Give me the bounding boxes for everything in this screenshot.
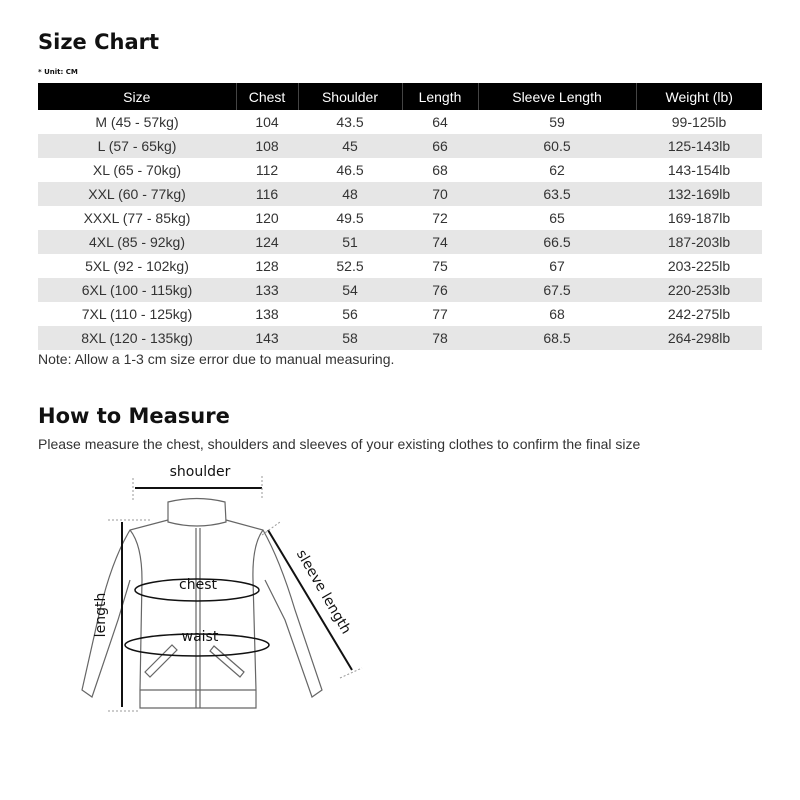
- table-cell: 143: [236, 326, 298, 350]
- table-cell: XL (65 - 70kg): [92, 162, 182, 178]
- table-cell: M (45 - 57kg): [95, 114, 179, 130]
- table-cell: 51: [298, 230, 402, 254]
- table-cell: 74: [402, 230, 478, 254]
- table-cell: 45: [298, 134, 402, 158]
- table-cell: 67: [549, 258, 565, 274]
- table-cell: 68.5: [478, 326, 636, 350]
- table-cell: 52.5: [336, 258, 364, 274]
- table-cell: 187-203lb: [636, 230, 762, 254]
- table-cell: 7XL (110 - 125kg): [81, 306, 193, 322]
- table-row: 4XL (85 - 92kg) 124 51 74 66.5 187-203lb: [38, 230, 762, 254]
- measure-note: Note: Allow a 1-3 cm size error due to m…: [38, 351, 395, 367]
- table-cell: 104: [255, 114, 279, 130]
- table-cell: 75: [432, 258, 448, 274]
- table-cell: 56: [342, 306, 358, 322]
- how-to-measure-title: How to Measure: [38, 404, 230, 428]
- table-cell: 63.5: [478, 182, 636, 206]
- table-cell: 99-125lb: [671, 114, 727, 130]
- unit-note: * Unit: CM: [38, 68, 78, 76]
- table-cell: 108: [236, 134, 298, 158]
- table-cell: 242-275lb: [667, 306, 731, 322]
- table-cell: XXL (60 - 77kg): [38, 182, 236, 206]
- table-row: 7XL (110 - 125kg) 138 56 77 68 242-275lb: [38, 302, 762, 326]
- table-row: 5XL (92 - 102kg) 128 52.5 75 67 203-225lb: [38, 254, 762, 278]
- chest-ellipse: [134, 578, 260, 602]
- table-cell: 65: [549, 210, 565, 226]
- table-header: Size Chest Shoulder Length Sleeve Length Weig…: [38, 83, 762, 110]
- table-cell: 76: [402, 278, 478, 302]
- table-cell: 49.5: [336, 210, 364, 226]
- table-cell: 66: [402, 134, 478, 158]
- table-row: L (57 - 65kg) 108 45 66 60.5 125-143lb: [38, 134, 762, 158]
- table-cell: 60.5: [478, 134, 636, 158]
- length-label: length: [93, 593, 109, 638]
- table-row: XXXL (77 - 85kg) 120 49.5 72 65 169-187lb: [38, 206, 762, 230]
- size-chart-title: Size Chart: [38, 30, 160, 54]
- table-cell: 67.5: [478, 278, 636, 302]
- table-cell: 128: [255, 258, 279, 274]
- table-cell: 112: [255, 162, 279, 178]
- chest-label: chest: [179, 577, 217, 593]
- table-cell: 68: [549, 306, 565, 322]
- table-cell: 70: [402, 182, 478, 206]
- table-row: M (45 - 57kg) 104 43.5 64 59 99-125lb: [38, 110, 762, 134]
- column-header: Shoulder: [297, 83, 402, 110]
- guide-ticks: [108, 476, 363, 712]
- table-cell: 68: [432, 162, 448, 178]
- jacket-outline: [81, 497, 323, 709]
- table-cell: 43.5: [336, 114, 364, 130]
- column-header: Chest: [235, 83, 298, 110]
- column-header: Weight (lb): [635, 83, 762, 110]
- table-cell: 120: [255, 210, 279, 226]
- table-row: XXL (60 - 77kg) 116 48 70 63.5 132-169lb: [38, 182, 762, 206]
- sleeve-line: [267, 529, 353, 671]
- shoulder-label: shoulder: [170, 464, 231, 480]
- waist-ellipse: [124, 633, 270, 657]
- table-cell: 169-187lb: [667, 210, 731, 226]
- table-cell: 6XL (100 - 115kg): [38, 278, 236, 302]
- table-cell: 54: [298, 278, 402, 302]
- table-cell: 264-298lb: [636, 326, 762, 350]
- table-cell: 77: [432, 306, 448, 322]
- table-row: XL (65 - 70kg) 112 46.5 68 62 143-154lb: [38, 158, 762, 182]
- table-cell: 125-143lb: [636, 134, 762, 158]
- table-cell: 64: [432, 114, 448, 130]
- table-cell: 8XL (120 - 135kg): [38, 326, 236, 350]
- table-cell: 220-253lb: [636, 278, 762, 302]
- table-cell: 48: [298, 182, 402, 206]
- table-cell: 124: [236, 230, 298, 254]
- table-cell: XXXL (77 - 85kg): [83, 210, 191, 226]
- table-cell: 143-154lb: [667, 162, 731, 178]
- table-cell: 59: [549, 114, 565, 130]
- size-table: Size Chest Shoulder Length Sleeve Length Weig…: [38, 83, 762, 350]
- column-header: Sleeve Length: [477, 83, 636, 110]
- table-cell: 58: [298, 326, 402, 350]
- table-cell: 78: [402, 326, 478, 350]
- column-header: Length: [401, 83, 478, 110]
- waist-label: waist: [182, 629, 219, 645]
- table-cell: 138: [255, 306, 279, 322]
- table-cell: 203-225lb: [667, 258, 731, 274]
- table-cell: 116: [236, 182, 298, 206]
- table-row: 8XL (120 - 135kg) 143 58 78 68.5 264-298lb: [38, 326, 762, 350]
- table-cell: 4XL (85 - 92kg): [38, 230, 236, 254]
- table-cell: 133: [236, 278, 298, 302]
- column-header: Size: [38, 83, 236, 110]
- table-cell: 72: [432, 210, 448, 226]
- table-row: 6XL (100 - 115kg) 133 54 76 67.5 220-253lb: [38, 278, 762, 302]
- table-cell: 132-169lb: [636, 182, 762, 206]
- table-cell: L (57 - 65kg): [38, 134, 236, 158]
- how-to-measure-subtitle: Please measure the chest, shoulders and …: [38, 436, 641, 452]
- table-cell: 46.5: [336, 162, 364, 178]
- measurement-lines: [121, 487, 353, 707]
- table-cell: 5XL (92 - 102kg): [85, 258, 189, 274]
- table-cell: 66.5: [478, 230, 636, 254]
- table-cell: 62: [549, 162, 565, 178]
